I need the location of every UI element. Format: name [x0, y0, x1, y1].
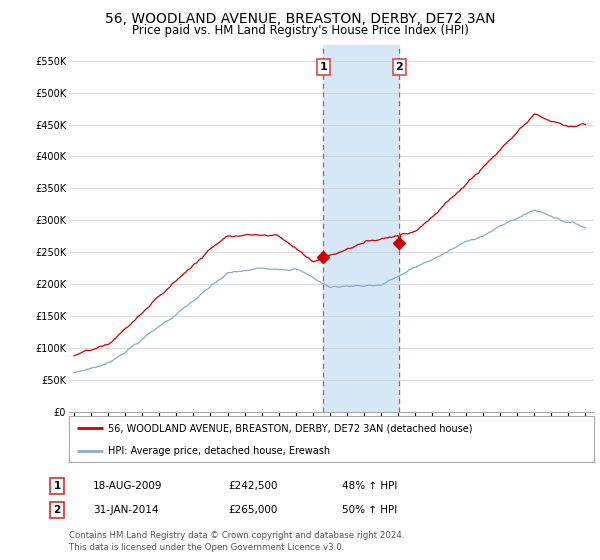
Text: Price paid vs. HM Land Registry's House Price Index (HPI): Price paid vs. HM Land Registry's House …	[131, 24, 469, 37]
Text: 2: 2	[395, 62, 403, 72]
Text: Contains HM Land Registry data © Crown copyright and database right 2024.
This d: Contains HM Land Registry data © Crown c…	[69, 531, 404, 552]
Text: 50% ↑ HPI: 50% ↑ HPI	[342, 505, 397, 515]
Text: £265,000: £265,000	[228, 505, 277, 515]
Text: 48% ↑ HPI: 48% ↑ HPI	[342, 481, 397, 491]
Text: HPI: Average price, detached house, Erewash: HPI: Average price, detached house, Erew…	[109, 446, 331, 455]
Text: 18-AUG-2009: 18-AUG-2009	[93, 481, 163, 491]
Text: 1: 1	[53, 481, 61, 491]
Text: 1: 1	[320, 62, 328, 72]
Text: £242,500: £242,500	[228, 481, 277, 491]
Text: 56, WOODLAND AVENUE, BREASTON, DERBY, DE72 3AN (detached house): 56, WOODLAND AVENUE, BREASTON, DERBY, DE…	[109, 423, 473, 433]
Text: 2: 2	[53, 505, 61, 515]
Bar	[323, 45, 400, 412]
Text: 56, WOODLAND AVENUE, BREASTON, DERBY, DE72 3AN: 56, WOODLAND AVENUE, BREASTON, DERBY, DE…	[105, 12, 495, 26]
Text: 31-JAN-2014: 31-JAN-2014	[93, 505, 158, 515]
